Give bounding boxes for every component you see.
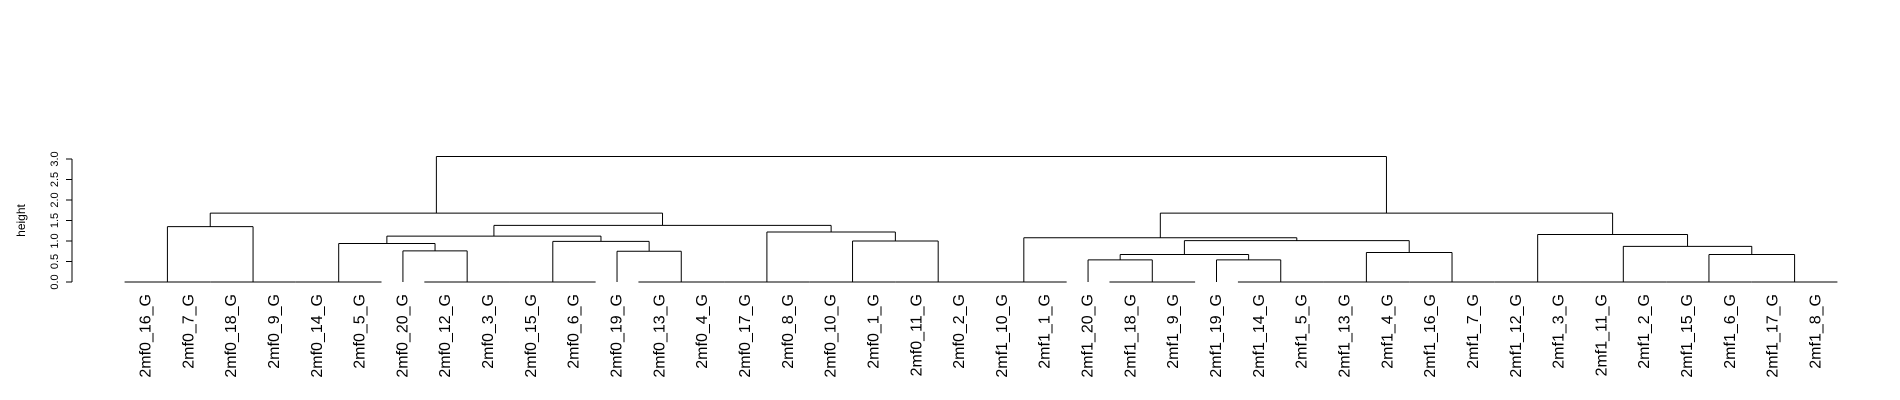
leaf-label: 2mf1_2_G: [1636, 294, 1653, 369]
leaf-label: 2mf1_9_G: [1165, 294, 1182, 369]
y-axis-title: height: [14, 203, 28, 236]
leaf-label: 2mf1_20_G: [1080, 294, 1097, 378]
y-axis: 0.0 0.5 1.0 1.5 2.0 2.5 3.0: [49, 151, 73, 290]
leaf-label: 2mf0_20_G: [394, 294, 411, 378]
y-tick-label: 2.5: [49, 172, 61, 187]
leaf-label: 2mf0_15_G: [523, 294, 540, 378]
y-tick-label: 1.5: [49, 213, 61, 228]
leaf-label: 2mf0_19_G: [609, 294, 626, 378]
leaf-label: 2mf0_3_G: [480, 294, 497, 369]
leaf-label: 2mf1_14_G: [1251, 294, 1268, 378]
leaf-label: 2mf0_18_G: [223, 294, 240, 378]
y-tick-label: 3.0: [49, 151, 61, 166]
leaf-label: 2mf0_11_G: [908, 294, 925, 376]
leaf-label: 2mf1_15_G: [1679, 294, 1696, 378]
leaf-label: 2mf1_4_G: [1379, 294, 1396, 369]
dendrogram-branches: [124, 156, 1838, 283]
leaf-label: 2mf0_13_G: [651, 294, 668, 378]
leaf-label: 2mf0_7_G: [180, 294, 197, 369]
leaf-label: 2mf1_18_G: [1122, 294, 1139, 378]
leaf-label: 2mf1_3_G: [1551, 294, 1568, 369]
leaf-label: 2mf0_17_G: [737, 294, 754, 378]
leaf-label: 2mf1_10_G: [994, 294, 1011, 378]
leaf-label: 2mf0_1_G: [865, 294, 882, 369]
leaf-label: 2mf0_2_G: [951, 294, 968, 369]
leaf-label: 2mf0_9_G: [266, 294, 283, 369]
leaf-label: 2mf1_8_G: [1808, 294, 1825, 369]
leaf-label: 2mf1_17_G: [1765, 294, 1782, 378]
y-tick-label: 0.5: [49, 254, 61, 269]
y-tick-label: 1.0: [49, 233, 61, 248]
leaf-label: 2mf1_19_G: [1208, 294, 1225, 378]
leaf-label: 2mf0_8_G: [780, 294, 797, 369]
leaf-label: 2mf1_13_G: [1336, 294, 1353, 378]
leaf-label: 2mf1_11_G: [1593, 294, 1610, 376]
y-tick-label: 0.0: [49, 274, 61, 289]
leaf-label: 2mf1_7_G: [1465, 294, 1482, 369]
leaf-label: 2mf1_16_G: [1422, 294, 1439, 378]
leaf-label: 2mf0_14_G: [309, 294, 326, 378]
leaf-label: 2mf0_5_G: [352, 294, 369, 369]
leaf-label: 2mf1_12_G: [1508, 294, 1525, 378]
leaf-label: 2mf0_12_G: [437, 294, 454, 378]
leaf-label: 2mf0_4_G: [694, 294, 711, 369]
leaf-label: 2mf1_5_G: [1294, 294, 1311, 369]
y-tick-label: 2.0: [49, 192, 61, 207]
leaf-label: 2mf1_6_G: [1722, 294, 1739, 369]
leaf-label: 2mf0_6_G: [566, 294, 583, 369]
leaf-label: 2mf0_16_G: [138, 294, 155, 378]
leaf-label: 2mf0_10_G: [823, 294, 840, 378]
leaf-label: 2mf1_1_G: [1037, 294, 1054, 369]
leaf-labels: 2mf0_16_G 2mf0_7_G 2mf0_18_G 2mf0_9_G 2mf0_1…: [138, 294, 1825, 378]
